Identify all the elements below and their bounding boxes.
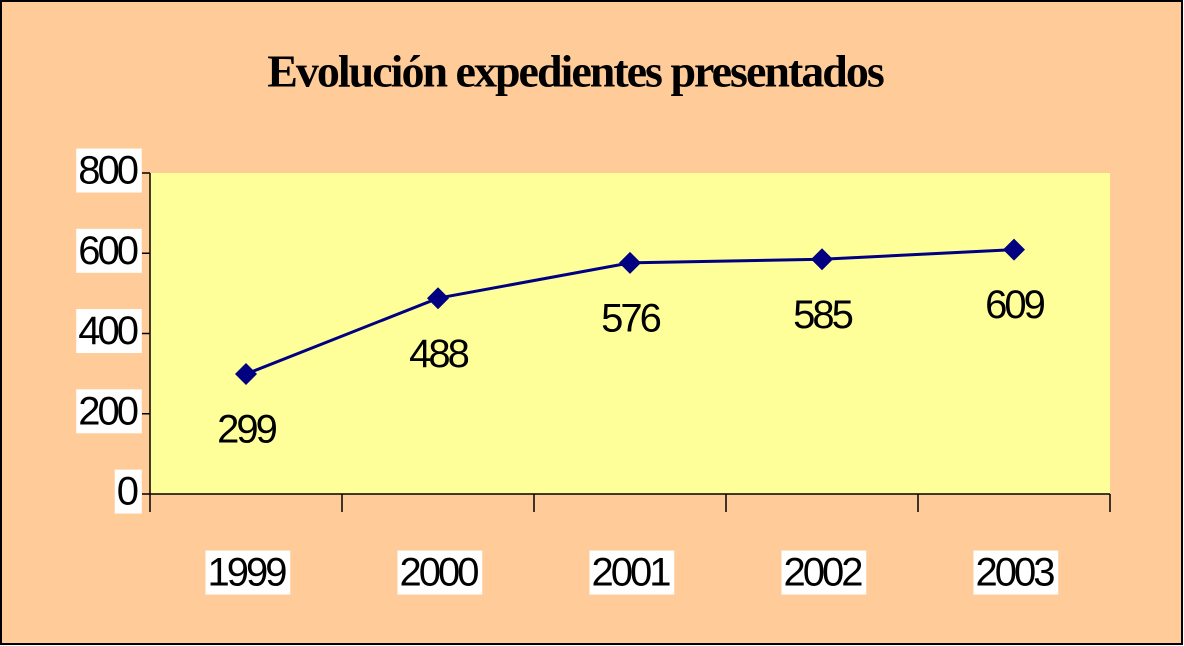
- data-label: 488: [409, 332, 468, 376]
- data-label: 576: [601, 296, 660, 340]
- x-tick-label: 2001: [592, 551, 671, 595]
- x-tick-label-background: [589, 550, 675, 595]
- chart-title: Evolución expedientes presentados: [267, 46, 884, 97]
- y-tick-label-background: [76, 148, 142, 193]
- marker: [619, 251, 641, 274]
- y-tick-label-background: [114, 469, 142, 514]
- x-tick-label: 1999: [208, 551, 287, 595]
- y-tick-label-background: [76, 389, 142, 434]
- data-label: 609: [985, 283, 1044, 327]
- y-tick-label: 600: [78, 229, 137, 273]
- x-tick-label-background: [973, 550, 1059, 595]
- data-label: 585: [793, 293, 852, 337]
- x-tick-label: 2000: [400, 551, 479, 595]
- y-tick-label: 800: [78, 149, 137, 193]
- marker: [235, 363, 257, 386]
- x-tick-label: 2003: [976, 551, 1055, 595]
- x-tick-label: 2002: [784, 551, 863, 595]
- y-tick-label-background: [76, 309, 142, 354]
- y-tick-label: 0: [117, 470, 138, 514]
- marker: [427, 287, 449, 310]
- x-tick-label-background: [205, 550, 291, 595]
- y-tick-label: 200: [78, 389, 137, 433]
- marker: [811, 248, 833, 271]
- x-tick-label-background: [397, 550, 483, 595]
- data-label: 299: [217, 408, 276, 452]
- y-tick-label: 400: [78, 309, 137, 353]
- y-tick-label-background: [76, 228, 142, 273]
- marker: [1003, 238, 1025, 261]
- x-tick-label-background: [781, 550, 867, 595]
- plot-area: [150, 173, 1110, 494]
